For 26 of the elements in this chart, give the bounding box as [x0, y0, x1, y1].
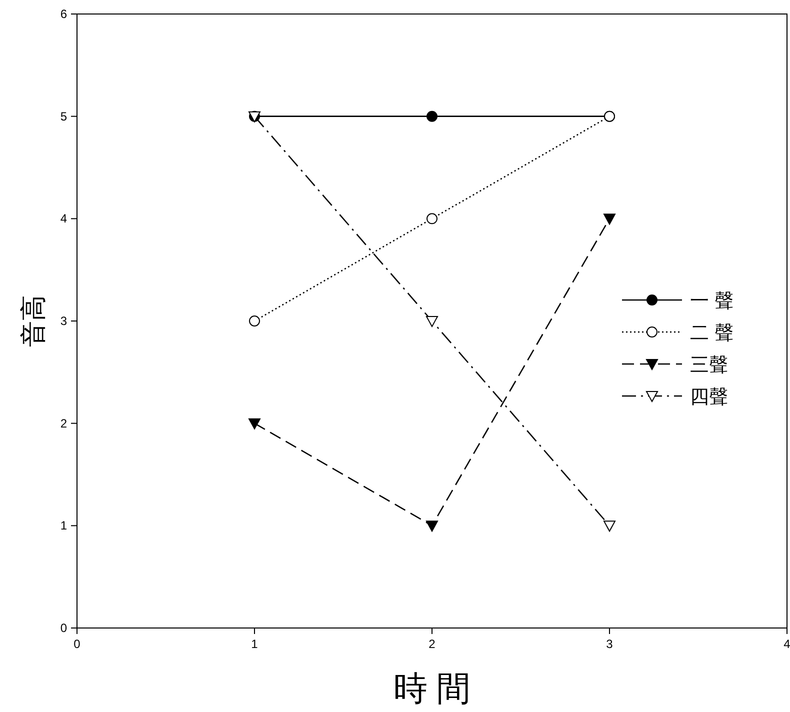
point [426, 110, 438, 122]
x-tick-label: 0 [74, 637, 81, 651]
y-tick-label: 2 [60, 416, 68, 430]
x-tick-label: 2 [428, 637, 436, 651]
y-tick-label: 6 [60, 7, 68, 21]
y-axis-title: 音高 [18, 295, 48, 347]
legend-label: 一 聲 [690, 291, 734, 312]
point [604, 520, 616, 532]
point [426, 520, 438, 532]
x-tick-label: 3 [606, 637, 614, 651]
point [604, 214, 616, 225]
y-tick-label: 4 [60, 212, 68, 226]
legend-label: 二 聲 [690, 323, 734, 344]
y-tick-label: 5 [60, 109, 68, 124]
y-tick-label: 1 [60, 518, 68, 533]
legend-label: 四聲 [690, 387, 728, 408]
x-tick-label: 4 [784, 637, 790, 651]
point [249, 316, 260, 326]
y-tick-label: 3 [60, 314, 68, 328]
point [426, 213, 438, 224]
legend-label: 三聲 [690, 355, 728, 376]
point [426, 316, 438, 327]
y-tick-label: 0 [60, 621, 68, 635]
x-axis-title: 時 間 [393, 670, 471, 708]
point [248, 418, 260, 430]
x-tick-label: 1 [251, 637, 258, 651]
